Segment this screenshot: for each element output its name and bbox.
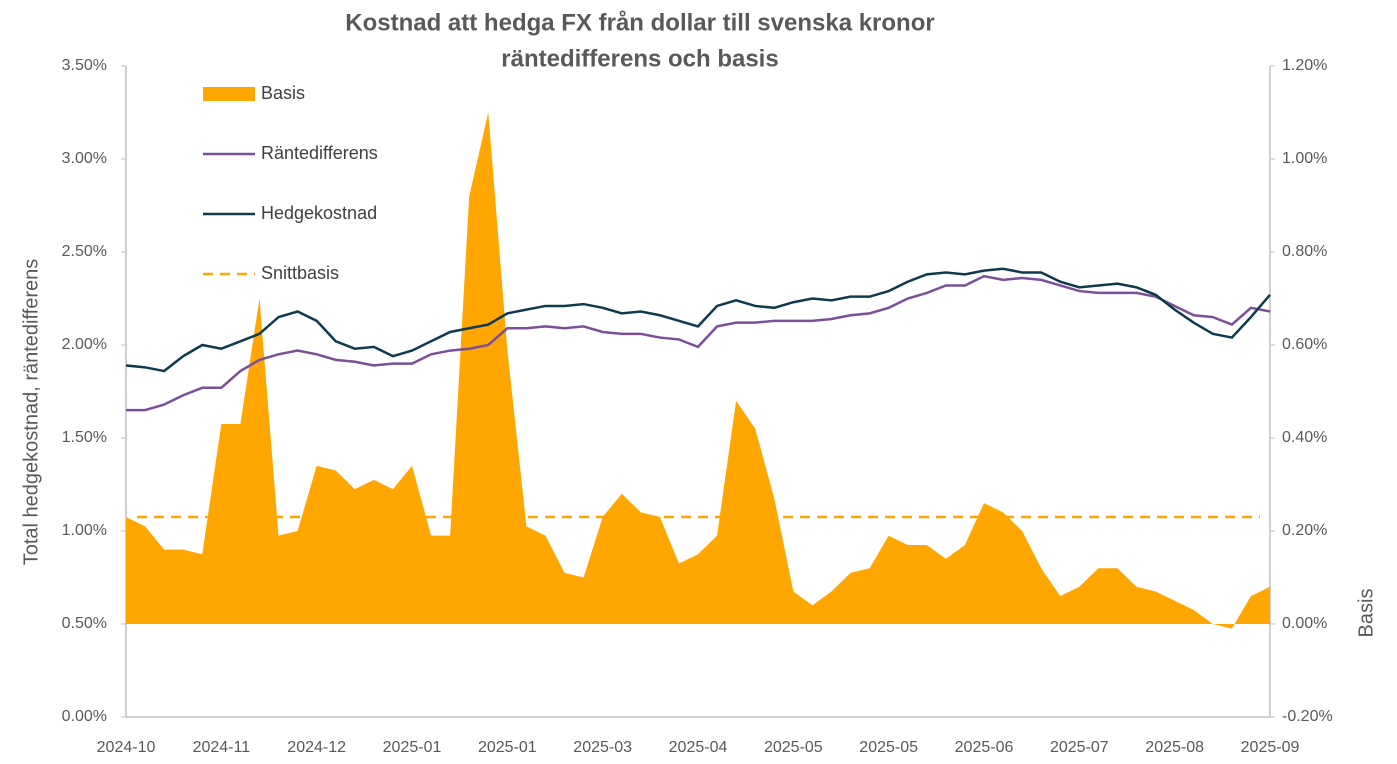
legend-label: Räntedifferens bbox=[261, 143, 378, 163]
y2-tick-label: -0.20% bbox=[1282, 708, 1333, 725]
y2-tick-label: 0.40% bbox=[1282, 429, 1327, 446]
x-tick-label: 2025-03 bbox=[573, 739, 632, 756]
area bbox=[126, 112, 1270, 629]
y2-tick-label: 0.60% bbox=[1282, 336, 1327, 353]
y-tick-label: 1.50% bbox=[62, 429, 107, 446]
x-tick-label: 2025-04 bbox=[669, 739, 728, 756]
y-tick-label: 2.50% bbox=[62, 243, 107, 260]
x-tick-label: 2025-08 bbox=[1145, 739, 1204, 756]
y-tick-label: 3.00% bbox=[62, 150, 107, 167]
x-tick-label: 2025-07 bbox=[1050, 739, 1109, 756]
y2-tick-label: 0.20% bbox=[1282, 522, 1327, 539]
x-tick-label: 2024-10 bbox=[97, 739, 156, 756]
y2-tick-label: 1.00% bbox=[1282, 150, 1327, 167]
x-tick-label: 2025-06 bbox=[955, 739, 1014, 756]
legend-label: Snittbasis bbox=[261, 263, 339, 283]
legend-label: Basis bbox=[261, 83, 305, 103]
x-tick-label: 2024-11 bbox=[193, 739, 251, 756]
line bbox=[126, 274, 1271, 412]
y2-tick-label: 1.20% bbox=[1282, 57, 1327, 74]
y2-tick-label: 0.80% bbox=[1282, 243, 1327, 260]
legend-swatch bbox=[203, 87, 255, 101]
chart-title: räntedifferens och basis bbox=[501, 45, 778, 72]
x-tick-label: 2025-05 bbox=[764, 739, 823, 756]
chart-title: Kostnad att hedga FX från dollar till sv… bbox=[345, 9, 934, 36]
y-tick-label: 0.50% bbox=[62, 615, 107, 632]
y-tick-label: 0.00% bbox=[62, 708, 107, 725]
x-tick-label: 2025-05 bbox=[859, 739, 918, 756]
y-tick-label: 2.00% bbox=[62, 336, 107, 353]
x-tick-label: 2025-09 bbox=[1241, 739, 1300, 756]
x-tick-label: 2025-01 bbox=[383, 739, 442, 756]
y-tick-label: 3.50% bbox=[62, 57, 107, 74]
legend-label: Hedgekostnad bbox=[261, 203, 377, 223]
line bbox=[125, 267, 1271, 373]
x-tick-label: 2024-12 bbox=[287, 739, 346, 756]
y-tick-label: 1.00% bbox=[62, 522, 107, 539]
y-axis-title: Total hedgekostnad, räntedifferens bbox=[20, 259, 42, 566]
y2-tick-label: 0.00% bbox=[1282, 615, 1327, 632]
x-tick-label: 2025-01 bbox=[478, 739, 537, 756]
y2-axis-title: Basis bbox=[1355, 589, 1377, 638]
